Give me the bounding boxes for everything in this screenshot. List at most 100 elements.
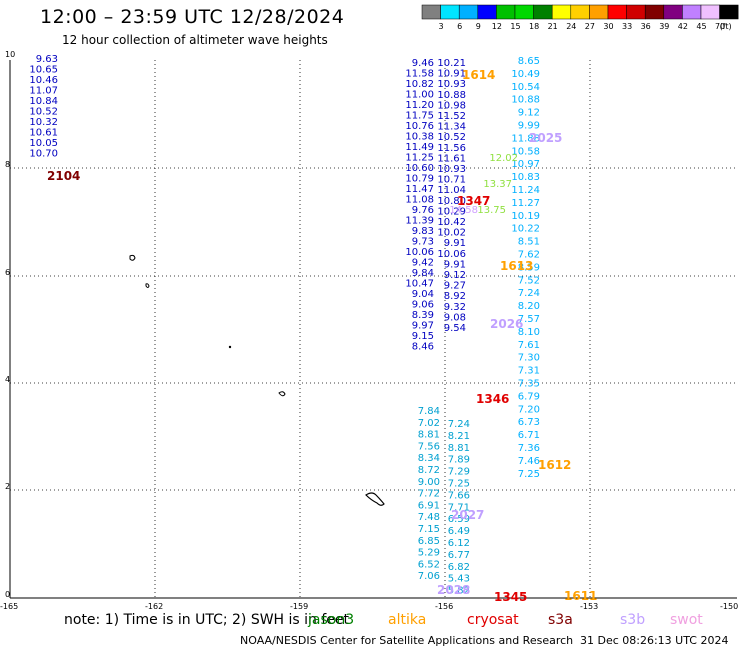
colorbar-label: 3	[438, 22, 444, 31]
wave-height-value: 7.29	[448, 467, 470, 478]
wave-height-value: 10.79	[405, 174, 434, 185]
pass-labels: 1614 2025 2104 1347 1613 2026 1346 1612 2027 2028…	[47, 68, 597, 604]
wave-height-value: 7.30	[518, 353, 540, 364]
x-tick-label: -150	[720, 602, 739, 611]
wave-height-value: 10.65	[29, 65, 58, 76]
wave-height-value: 11.27	[511, 198, 540, 209]
colorbar-swatch	[719, 4, 739, 20]
wave-height-value: 10.52	[29, 107, 58, 118]
wave-height-value: 7.72	[418, 489, 440, 500]
colorbar-swatch	[533, 4, 553, 20]
satellite-legend-item: s3a	[548, 612, 573, 628]
colorbar-swatch	[607, 4, 627, 20]
pass-time-label: 1347	[457, 194, 490, 208]
y-tick-label: 10	[5, 50, 16, 59]
wave-height-value: 9.08	[444, 312, 466, 323]
wave-height-value: 8.46	[412, 342, 434, 353]
wave-height-value: 10.93	[437, 79, 466, 90]
wave-height-value: 9.32	[444, 302, 466, 313]
island	[145, 283, 150, 288]
wave-height-value: 9.91	[444, 238, 466, 249]
wave-height-value: 10.42	[437, 217, 466, 228]
wave-height-value: 7.02	[418, 418, 440, 429]
wave-height-value: 9.97	[412, 321, 434, 332]
island	[129, 254, 136, 261]
wave-height-value: 11.04	[437, 185, 466, 196]
colorbar-swatch	[514, 4, 534, 20]
wave-height-value: 6.52	[418, 559, 440, 570]
wave-height-value: 9.00	[418, 477, 440, 488]
wave-height-value: 9.99	[518, 121, 540, 132]
wave-height-value: 8.65	[518, 56, 540, 67]
wave-height-value: 9.73	[412, 237, 434, 248]
colorbar-swatch	[626, 4, 646, 20]
x-tick-label: -162	[145, 602, 164, 611]
wave-height-value: 9.46	[412, 58, 434, 69]
wave-height-value: 11.25	[405, 153, 434, 164]
wave-height-value: 10.80	[437, 196, 466, 207]
pass-time-label: 1614	[462, 68, 495, 82]
wave-height-value: 11.47	[405, 184, 434, 195]
wave-height-value: 6.82	[448, 562, 470, 573]
wave-height-value: 9.06	[412, 300, 434, 311]
wave-height-value: 7.71	[448, 502, 470, 513]
wave-height-value: 7.46	[518, 456, 540, 467]
colorbar-swatch	[421, 4, 441, 20]
wave-height-value: 9.83	[412, 226, 434, 237]
wave-height-value: 6.77	[448, 550, 470, 561]
colorbar-swatch	[700, 4, 720, 20]
colorbar-label: 30	[603, 22, 614, 31]
wave-height-value: 10.22	[511, 224, 540, 235]
satellite-legend-item: s3b	[620, 612, 646, 628]
wave-height-value: 11.07	[29, 86, 58, 97]
wave-height-value: 9.15	[412, 331, 434, 342]
map-title: 12:00 – 23:59 UTC 12/28/2024	[40, 6, 345, 28]
wave-height-value: 10.61	[29, 128, 58, 139]
y-tick-label: 6	[5, 268, 11, 277]
x-tick-label: -153	[580, 602, 599, 611]
satellite-legend-item: cryosat	[467, 612, 519, 628]
wave-height-value: 8.21	[448, 431, 470, 442]
y-tick-label: 8	[5, 160, 11, 169]
wave-height-value: 11.20	[405, 100, 434, 111]
wave-height-labels: 9.6310.6510.4611.0710.8410.5210.3210.611…	[29, 54, 540, 597]
colorbar-label: (ft)	[719, 22, 732, 31]
wave-height-value: 7.36	[518, 443, 540, 454]
wave-height-value: 9.27	[444, 281, 466, 292]
island	[228, 345, 232, 349]
wave-height-value: 7.57	[518, 314, 540, 325]
wave-height-value: 11.24	[511, 185, 540, 196]
wave-height-value: 14.58	[449, 205, 478, 216]
wave-height-value: 6.73	[518, 417, 540, 428]
wave-height-value: 11.58	[405, 69, 434, 80]
wave-height-value: 8.34	[418, 453, 440, 464]
colorbar-label: 6	[457, 22, 463, 31]
wave-height-value: 10.76	[405, 121, 434, 132]
wave-height-value: 9.84	[412, 268, 434, 279]
colorbar-label: 70	[715, 22, 726, 31]
wave-height-value: 7.56	[418, 441, 440, 452]
wave-height-value: 7.52	[518, 275, 540, 286]
wave-height-value: 9.42	[412, 258, 434, 269]
pass-time-label: 1345	[494, 590, 527, 604]
wave-height-value: 10.60	[405, 163, 434, 174]
wave-height-value: 11.56	[437, 143, 466, 154]
wave-height-value: 8.81	[448, 443, 470, 454]
wave-height-value: 11.75	[405, 111, 434, 122]
satellite-legend-item: swot	[670, 612, 703, 628]
pass-time-label: 2028	[437, 583, 470, 597]
wave-height-value: 10.71	[437, 175, 466, 186]
wave-height-value: 10.19	[511, 211, 540, 222]
wave-height-value: 10.05	[29, 138, 58, 149]
pass-time-label: 2027	[451, 508, 484, 522]
wave-height-value: 10.88	[511, 95, 540, 106]
colorbar-swatch	[496, 4, 516, 20]
x-tick-label: -156	[435, 602, 454, 611]
wave-height-value: 10.49	[511, 69, 540, 80]
wave-height-value: 7.24	[448, 419, 470, 430]
wave-height-value: 10.93	[437, 164, 466, 175]
wave-height-value: 5.82	[448, 586, 470, 597]
colorbar-label: 36	[640, 22, 651, 31]
wave-height-value: 10.32	[29, 117, 58, 128]
wave-height-value: 12.02	[489, 153, 518, 164]
